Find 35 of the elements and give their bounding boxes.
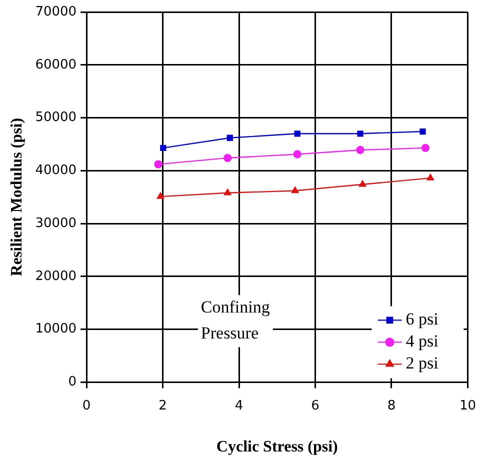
legend-label: 2 psi: [406, 354, 439, 373]
x-tick-label: 0: [82, 398, 91, 414]
y-tick-label: 40000: [35, 163, 77, 178]
point: [420, 128, 426, 135]
point: [154, 160, 162, 168]
point: [291, 186, 299, 194]
y-tick-label: 70000: [35, 4, 77, 20]
y-tick-label: 0: [68, 374, 77, 390]
y-tick-label: 60000: [35, 57, 77, 72]
point: [426, 174, 434, 180]
y-axis-title: Resilient Modulus (psi): [8, 118, 26, 276]
x-tick-label: 4: [234, 398, 244, 414]
point: [357, 130, 364, 137]
y-tick-label: 20000: [35, 268, 77, 284]
point: [223, 154, 232, 162]
point: [421, 144, 430, 152]
legend-label: 6 psi: [406, 310, 439, 329]
point: [160, 144, 166, 151]
point: [293, 150, 302, 158]
point: [156, 192, 164, 199]
point: [224, 188, 232, 196]
legend-label: 4 psi: [406, 332, 439, 351]
point: [294, 130, 300, 137]
y-tick-label: 30000: [35, 216, 77, 231]
x-axis-title: Cyclic Stress (psi): [216, 438, 338, 456]
x-tick-label: 6: [311, 398, 320, 414]
point: [226, 134, 233, 141]
x-tick-label: 2: [158, 398, 167, 414]
point: [356, 146, 364, 154]
y-tick-label: 50000: [35, 110, 77, 126]
annotation: Confining Pressure: [200, 298, 270, 343]
point: [358, 180, 366, 187]
x-tick-label: 8: [387, 398, 396, 414]
x-tick-label: 10: [459, 398, 476, 414]
y-tick-label: 10000: [35, 322, 77, 337]
